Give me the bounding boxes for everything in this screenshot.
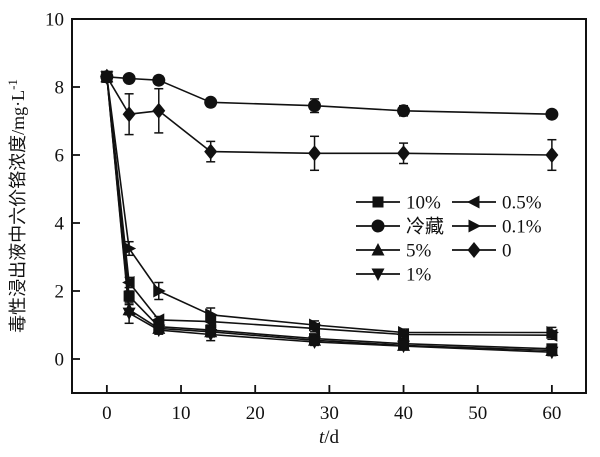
legend-label-0.1%: 0.1% <box>502 217 542 238</box>
series-10% <box>101 70 558 355</box>
marker-circle-冷藏-2 <box>152 73 166 87</box>
marker-diamond-0-3 <box>204 143 218 160</box>
x-tick-label-60: 60 <box>542 403 561 424</box>
marker-triangle-left-0.5%-2 <box>151 313 165 327</box>
marker-triangle-left-0.5%-1 <box>122 276 135 289</box>
legend-label-1%: 1% <box>406 265 432 286</box>
y-tick-label-2: 2 <box>55 282 65 303</box>
series-line-10% <box>106 76 552 350</box>
legend-item-0: 0 <box>452 241 512 262</box>
series-line-0 <box>106 76 552 156</box>
series-冷藏 <box>100 70 559 121</box>
series-line-5% <box>106 76 552 352</box>
legend: 10%冷藏 5% 1% 0.5% 0.1% 0 <box>356 193 542 286</box>
marker-triangle-down-1%-6 <box>545 346 559 360</box>
legend-marker-triangle-left <box>467 195 480 209</box>
marker-triangle-down-1%-1 <box>122 307 136 321</box>
series-0 <box>100 68 559 172</box>
y-axis-title: 毒性浸出液中六价铬浓度/mg·L-1 <box>5 79 28 333</box>
marker-triangle-right-0.1%-5 <box>398 325 411 339</box>
series-0.1% <box>101 70 559 339</box>
marker-diamond-0-5 <box>397 145 411 162</box>
legend-marker-diamond <box>467 242 481 258</box>
marker-triangle-right-0.1%-2 <box>153 284 166 298</box>
legend-label-0: 0 <box>502 241 512 262</box>
marker-diamond-0-2 <box>152 102 166 119</box>
legend-item-10%: 10% <box>356 193 441 214</box>
marker-triangle-down-1%-3 <box>204 329 218 342</box>
marker-diamond-0-6 <box>545 147 559 163</box>
marker-triangle-down-1%-5 <box>397 340 411 354</box>
marker-diamond-0-1 <box>122 106 136 123</box>
legend-item-1%: 1% <box>356 265 432 286</box>
marker-triangle-down-1%-2 <box>152 324 166 338</box>
legend-label-5%: 5% <box>406 241 432 262</box>
x-tick-label-50: 50 <box>468 403 487 424</box>
legend-item-5%: 5% <box>356 241 432 262</box>
marker-circle-冷藏-6 <box>545 107 559 121</box>
series-line-0.5% <box>106 76 552 336</box>
legend-marker-triangle-right <box>468 219 481 233</box>
legend-item-0.5%: 0.5% <box>452 193 542 214</box>
marker-triangle-right-0.1%-6 <box>546 325 559 339</box>
legend-marker-circle <box>371 219 385 233</box>
legend-label-冷藏: 冷藏 <box>406 216 444 238</box>
marker-circle-冷藏-4 <box>308 99 322 113</box>
legend-marker-triangle-up <box>371 243 385 256</box>
y-tick-label-10: 10 <box>45 10 64 31</box>
legend-item-冷藏: 冷藏 <box>356 216 444 238</box>
legend-item-0.1%: 0.1% <box>452 217 542 238</box>
marker-circle-冷藏-1 <box>122 72 136 85</box>
series-line-0.1% <box>106 76 552 334</box>
x-tick-label-0: 0 <box>102 403 112 424</box>
x-tick-label-40: 40 <box>394 403 413 424</box>
x-tick-label-30: 30 <box>320 403 339 424</box>
series-1% <box>100 70 559 360</box>
marker-triangle-right-0.1%-3 <box>205 308 218 322</box>
series-0.5% <box>99 70 558 342</box>
marker-diamond-0-4 <box>308 145 322 162</box>
y-tick-label-8: 8 <box>55 78 65 99</box>
marker-square-10%-1 <box>123 290 135 302</box>
marker-triangle-right-0.1%-1 <box>123 242 137 255</box>
marker-triangle-right-0.1%-4 <box>309 318 322 332</box>
x-tick-label-10: 10 <box>172 403 191 424</box>
y-tick-label-0: 0 <box>55 350 65 371</box>
x-tick-label-20: 20 <box>246 403 265 424</box>
series-line-冷藏 <box>106 76 552 115</box>
marker-triangle-down-1%-4 <box>308 336 322 349</box>
legend-marker-triangle-down <box>371 268 385 281</box>
x-axis-title: t/d <box>319 427 340 448</box>
y-tick-label-6: 6 <box>55 146 65 167</box>
y-tick-label-4: 4 <box>55 214 65 235</box>
marker-diamond-0-0 <box>100 68 114 85</box>
legend-label-0.5%: 0.5% <box>502 193 542 214</box>
marker-circle-冷藏-3 <box>204 95 218 109</box>
legend-marker-square <box>372 196 384 208</box>
marker-circle-冷藏-5 <box>397 104 411 118</box>
series-line-1% <box>106 76 552 353</box>
legend-label-10%: 10% <box>406 193 441 214</box>
